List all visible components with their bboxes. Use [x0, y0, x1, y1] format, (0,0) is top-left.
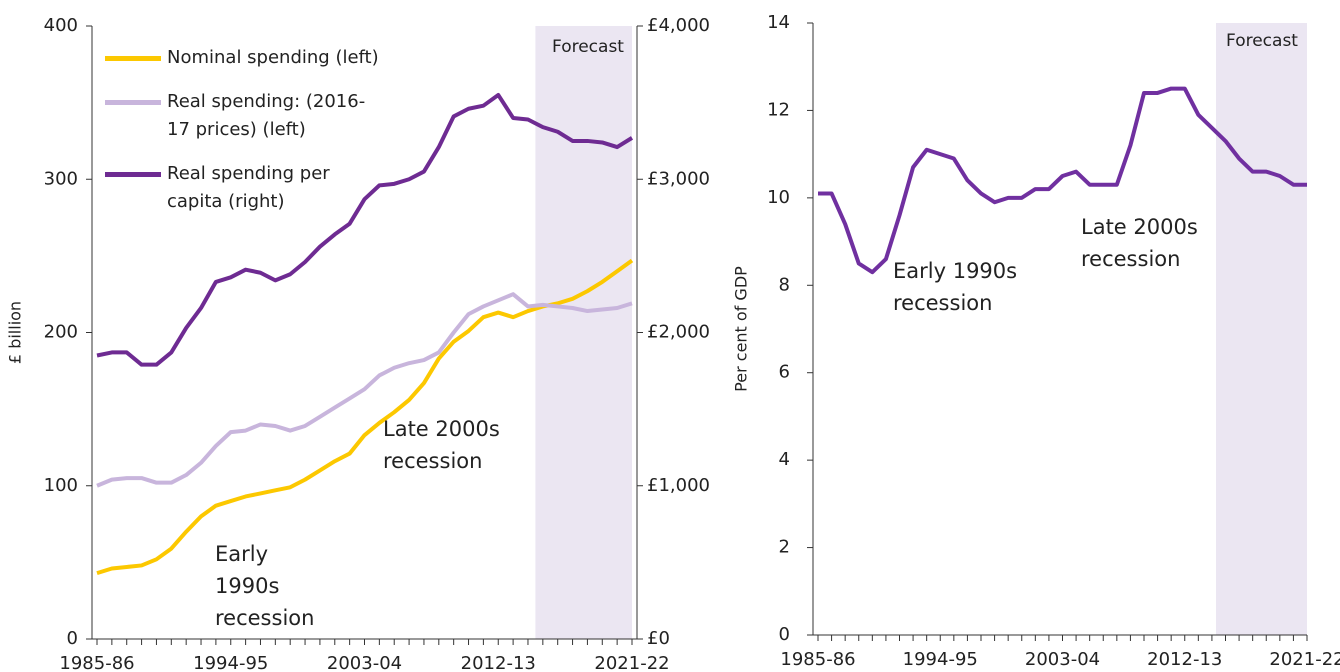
y-tick-label: 300 — [44, 168, 78, 189]
y2-tick-label: £1,000 — [647, 475, 710, 496]
legend-swatch — [105, 100, 161, 105]
forecast-label: Forecast — [552, 37, 624, 57]
legend-entry: Real spending: (2016-17 prices) (left) — [105, 88, 385, 144]
y-tick-label: 4 — [779, 449, 790, 470]
forecast-shade — [1215, 23, 1307, 635]
y2-tick-label: £4,000 — [647, 15, 710, 36]
y-tick-label: 0 — [779, 624, 790, 645]
forecast-label: Forecast — [1226, 31, 1298, 51]
series-line — [96, 92, 634, 367]
x-tick-label: 2021-22 — [594, 653, 669, 672]
y-tick-label: 12 — [767, 99, 790, 120]
annotation: Late 2000s — [1081, 215, 1198, 239]
y-tick-label: 10 — [767, 187, 790, 208]
annotation: recession — [215, 606, 314, 630]
x-tick-label: 2012-13 — [1147, 649, 1222, 670]
legend-entry: Nominal spending (left) — [105, 44, 385, 72]
legend-label: Real spending per capita (right) — [167, 163, 330, 212]
annotation: Early — [215, 542, 268, 566]
annotation: recession — [893, 291, 992, 315]
x-tick-label: 2003-04 — [1025, 649, 1100, 670]
y-tick-label: 200 — [44, 322, 78, 343]
y2-tick-label: £3,000 — [647, 168, 710, 189]
x-tick-label: 2012-13 — [461, 653, 536, 672]
y2-tick-label: £0 — [647, 628, 670, 649]
annotation: Early 1990s — [893, 259, 1017, 283]
y-tick-label: 2 — [779, 537, 790, 558]
y-tick-label: 14 — [767, 12, 790, 33]
legend-entry: Real spending per capita (right) — [105, 160, 385, 216]
annotation: recession — [1081, 247, 1180, 271]
annotation: Late 2000s — [383, 417, 500, 441]
y-tick-label: 6 — [779, 362, 790, 383]
x-tick-label: 1994-95 — [903, 649, 978, 670]
y2-tick-label: £2,000 — [647, 322, 710, 343]
x-tick-label: 2003-04 — [327, 653, 402, 672]
y-axis-label: Per cent of GDP — [732, 266, 751, 392]
annotation: recession — [383, 449, 482, 473]
x-tick-label: 2021-22 — [1269, 649, 1340, 670]
x-tick-label: 1985-86 — [780, 649, 855, 670]
legend: Nominal spending (left) Real spending: (2… — [105, 44, 385, 232]
legend-swatch — [105, 172, 161, 177]
legend-swatch — [105, 56, 161, 61]
y-tick-label: 8 — [779, 274, 790, 295]
x-tick-label: 1985-86 — [59, 653, 134, 672]
x-tick-label: 1994-95 — [193, 653, 268, 672]
series-line — [96, 292, 633, 488]
legend-label: Real spending: (2016-17 prices) (left) — [167, 91, 366, 140]
series-line — [818, 86, 1307, 275]
y-tick-label: 0 — [67, 628, 78, 649]
y-tick-label: 400 — [44, 15, 78, 36]
annotation: 1990s — [215, 574, 279, 598]
y-tick-label: 100 — [44, 475, 78, 496]
forecast-shade — [535, 26, 632, 639]
y-axis-label: £ billion — [6, 301, 25, 364]
legend-label: Nominal spending (left) — [167, 47, 379, 68]
